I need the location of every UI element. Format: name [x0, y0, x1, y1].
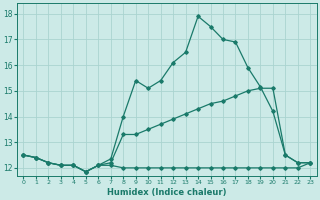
X-axis label: Humidex (Indice chaleur): Humidex (Indice chaleur) — [107, 188, 227, 197]
